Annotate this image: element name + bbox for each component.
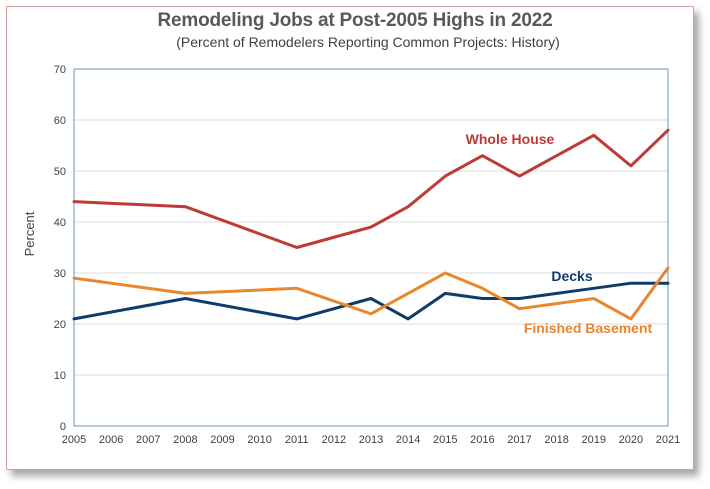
chart-title: Remodeling Jobs at Post-2005 Highs in 20… [157, 10, 553, 31]
grid-lines [74, 119, 668, 376]
y-tick-label: 60 [54, 115, 66, 127]
x-axis-ticks: 2005 2006 2007 2008 2009 2010 2011 2012 2013 2014… [62, 434, 680, 446]
y-tick-label: 70 [54, 64, 66, 76]
x-tick-label: 2019 [582, 434, 606, 446]
x-tick-label: 2009 [210, 434, 234, 446]
x-tick-label: 2013 [359, 434, 383, 446]
y-tick-label: 30 [54, 268, 66, 280]
x-tick-label: 2011 [285, 434, 309, 446]
y-axis-label: Percent [22, 211, 37, 256]
x-tick-label: 2008 [173, 434, 197, 446]
series-line-finished-basement [72, 266, 670, 321]
series-label-finished-basement: Finished Basement [524, 320, 653, 336]
y-axis-ticks: 0 10 20 30 40 50 60 70 [54, 64, 66, 433]
series-labels: Whole House Decks Finished Basement [466, 131, 653, 336]
x-tick-label: 2017 [507, 434, 531, 446]
x-tick-label: 2007 [136, 434, 160, 446]
series-label-decks: Decks [551, 268, 592, 284]
y-tick-label: 20 [54, 319, 66, 331]
series-line-decks [72, 281, 670, 321]
x-tick-label: 2006 [99, 434, 123, 446]
x-tick-label: 2010 [247, 434, 271, 446]
x-tick-label: 2020 [619, 434, 643, 446]
y-tick-label: 40 [54, 217, 66, 229]
plot-area [73, 68, 669, 427]
x-tick-label: 2005 [62, 434, 86, 446]
x-tick-label: 2016 [470, 434, 494, 446]
y-tick-label: 50 [54, 166, 66, 178]
series-lines [72, 128, 670, 321]
x-tick-label: 2015 [433, 434, 457, 446]
x-tick-label: 2018 [544, 434, 568, 446]
chart-subtitle: (Percent of Remodelers Reporting Common … [176, 34, 560, 50]
x-tick-label: 2021 [656, 434, 680, 446]
y-tick-label: 0 [60, 421, 66, 433]
x-tick-label: 2012 [322, 434, 346, 446]
chart-frame [6, 6, 694, 470]
y-tick-label: 10 [54, 370, 66, 382]
series-line-whole-house [72, 128, 670, 249]
series-label-whole-house: Whole House [466, 131, 555, 147]
x-tick-label: 2014 [396, 434, 420, 446]
